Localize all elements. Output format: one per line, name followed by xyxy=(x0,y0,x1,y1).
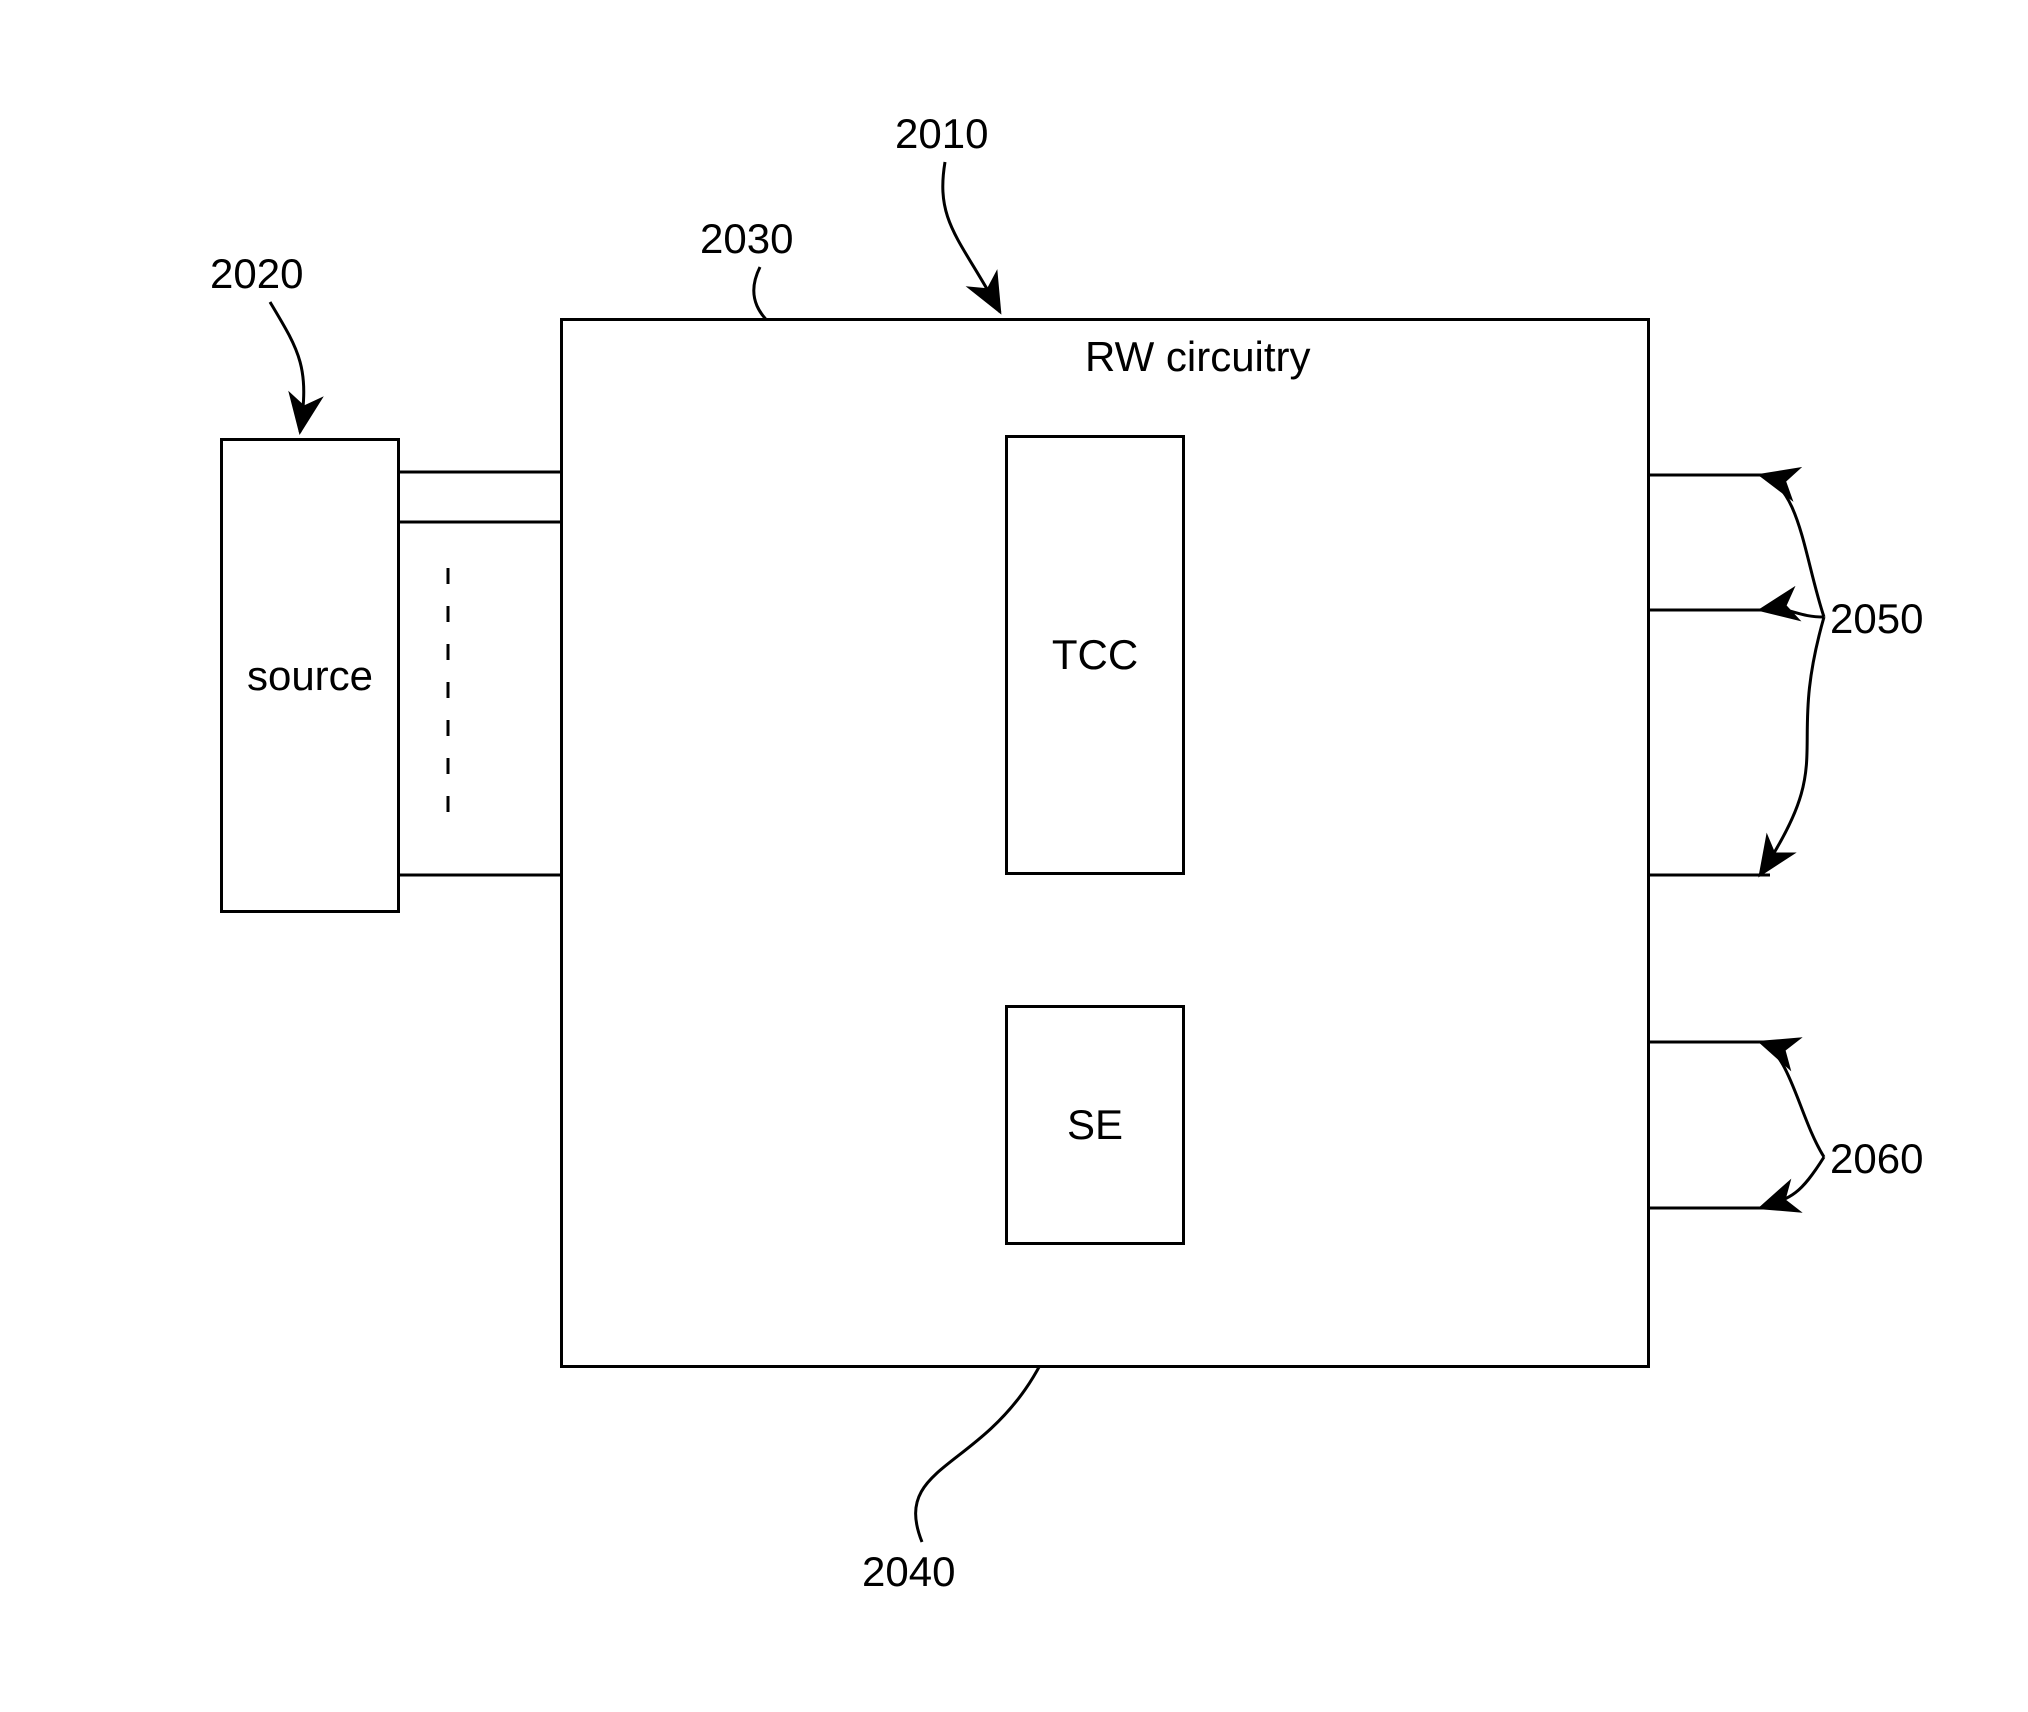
tcc-label: TCC xyxy=(1052,631,1138,679)
se-box: SE xyxy=(1005,1005,1185,1245)
callout-2060: 2060 xyxy=(1830,1135,1923,1183)
callout-2040: 2040 xyxy=(862,1548,955,1596)
rw-circuitry-label: RW circuitry xyxy=(1085,333,1311,381)
callout-2030: 2030 xyxy=(700,215,793,263)
callout-2020: 2020 xyxy=(210,250,303,298)
callout-2010: 2010 xyxy=(895,110,988,158)
tcc-box: TCC xyxy=(1005,435,1185,875)
se-label: SE xyxy=(1067,1101,1123,1149)
source-box: source xyxy=(220,438,400,913)
source-label: source xyxy=(247,652,373,700)
callout-2050: 2050 xyxy=(1830,595,1923,643)
